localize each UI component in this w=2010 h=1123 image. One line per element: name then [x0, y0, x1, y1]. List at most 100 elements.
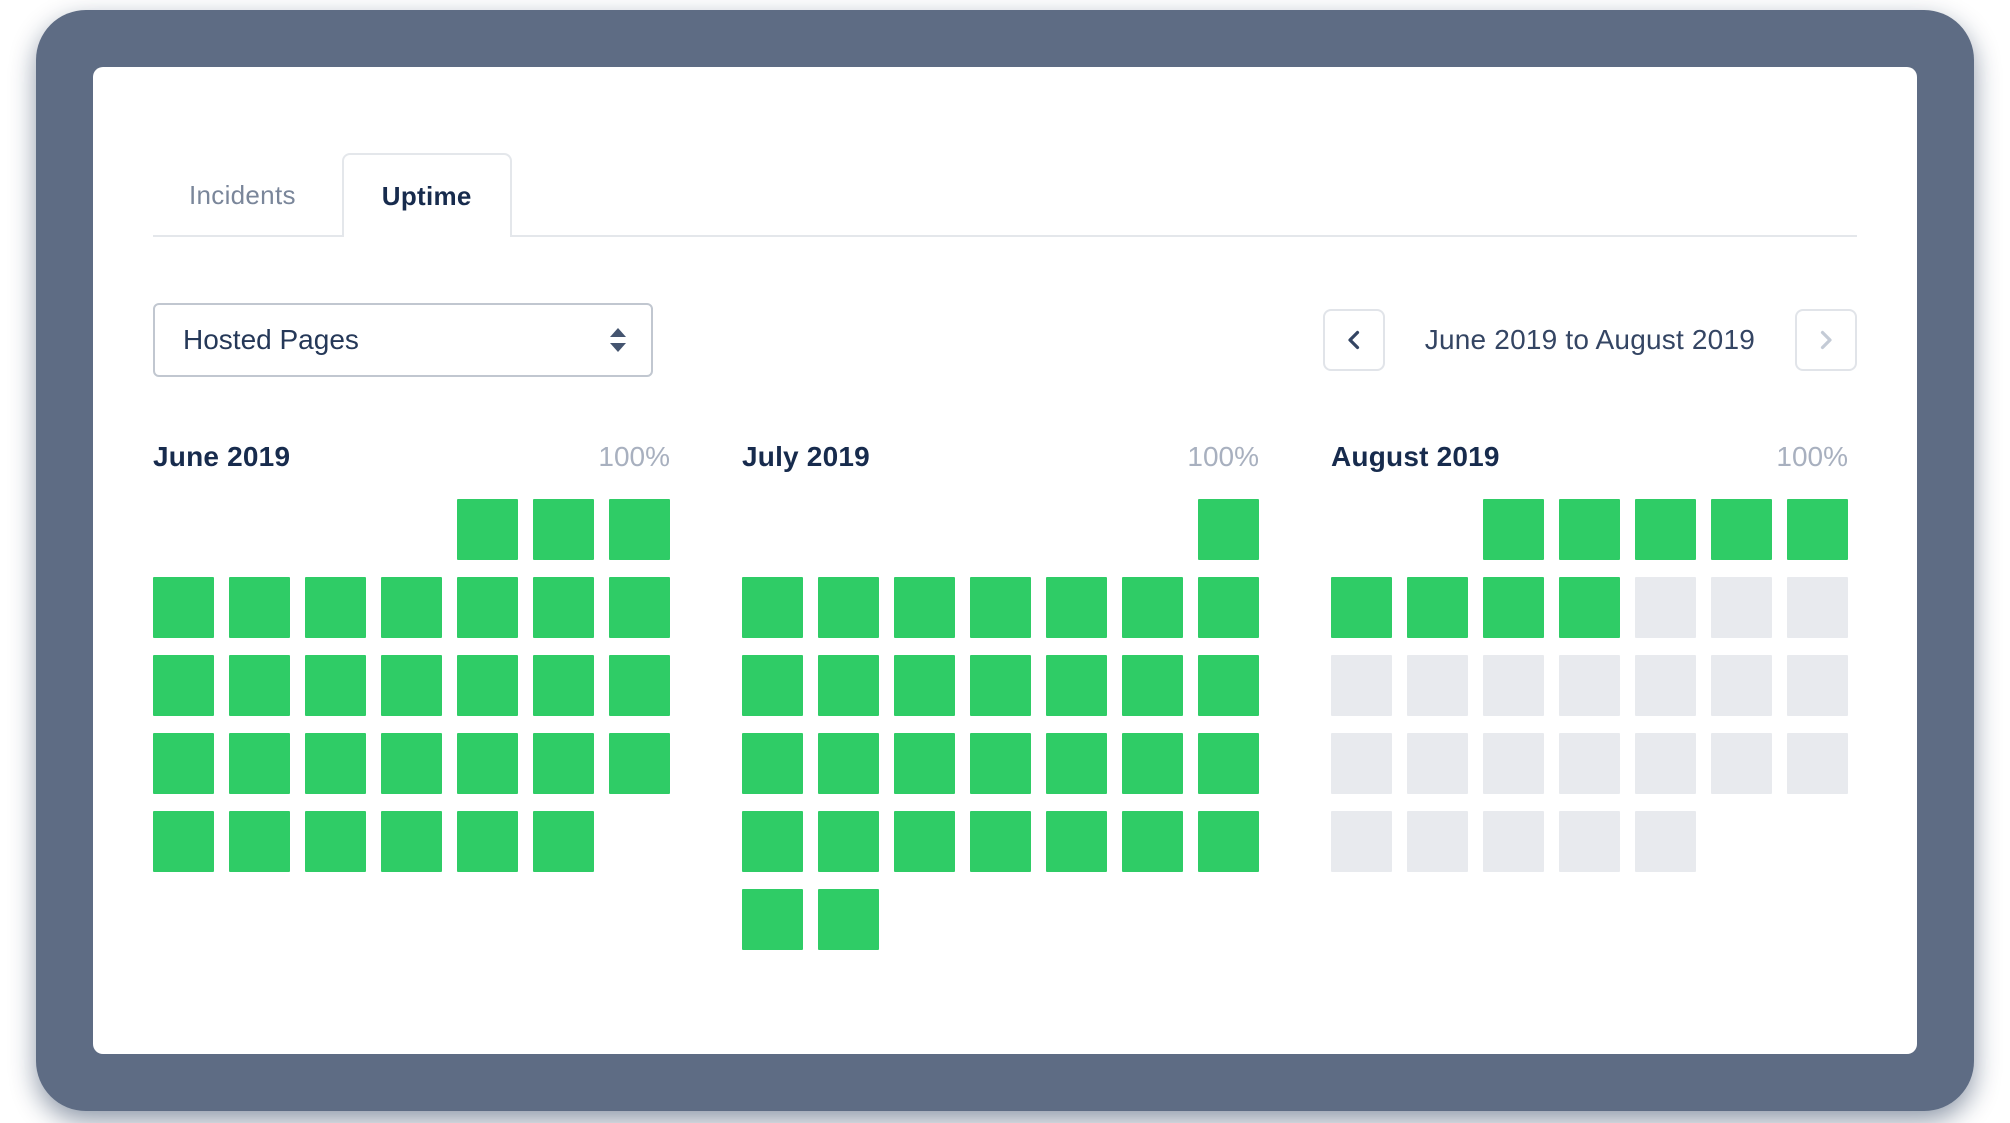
day-cell-operational[interactable]	[609, 733, 670, 794]
day-cell-operational[interactable]	[1046, 577, 1107, 638]
day-cell-operational[interactable]	[381, 577, 442, 638]
day-cell-operational[interactable]	[818, 577, 879, 638]
day-cell-operational[interactable]	[457, 577, 518, 638]
day-cell-nodata[interactable]	[1711, 577, 1772, 638]
day-cell-operational[interactable]	[1122, 733, 1183, 794]
day-cell-operational[interactable]	[229, 811, 290, 872]
day-cell-nodata[interactable]	[1483, 733, 1544, 794]
tab-uptime[interactable]: Uptime	[341, 153, 512, 237]
day-cell-operational[interactable]	[305, 655, 366, 716]
day-cell-operational[interactable]	[1046, 811, 1107, 872]
day-cell-operational[interactable]	[229, 577, 290, 638]
day-cell-nodata[interactable]	[1635, 733, 1696, 794]
day-cell-operational[interactable]	[1711, 499, 1772, 560]
day-cell-nodata[interactable]	[1483, 655, 1544, 716]
day-cell-nodata[interactable]	[1635, 577, 1696, 638]
component-select[interactable]: Hosted Pages	[153, 303, 653, 377]
day-cell-operational[interactable]	[742, 655, 803, 716]
day-cell-operational[interactable]	[1198, 577, 1259, 638]
tab-incidents[interactable]: Incidents	[189, 179, 296, 210]
day-cell-operational[interactable]	[742, 889, 803, 950]
day-cell-operational[interactable]	[742, 577, 803, 638]
day-cell-operational[interactable]	[533, 811, 594, 872]
day-cell-operational[interactable]	[153, 577, 214, 638]
day-cell-operational[interactable]	[1046, 655, 1107, 716]
day-cell-operational[interactable]	[1122, 577, 1183, 638]
day-cell-operational[interactable]	[970, 811, 1031, 872]
day-cell-operational[interactable]	[609, 577, 670, 638]
day-cell-operational[interactable]	[533, 577, 594, 638]
day-cell-operational[interactable]	[1198, 655, 1259, 716]
day-cell-operational[interactable]	[970, 733, 1031, 794]
day-cell-operational[interactable]	[1559, 577, 1620, 638]
month-title: June 2019	[153, 441, 291, 472]
day-cell-operational[interactable]	[1787, 499, 1848, 560]
day-cell-operational[interactable]	[153, 655, 214, 716]
day-cell-nodata[interactable]	[1559, 811, 1620, 872]
day-cell-operational[interactable]	[229, 733, 290, 794]
day-cell-operational[interactable]	[742, 811, 803, 872]
day-cell-operational[interactable]	[818, 655, 879, 716]
day-cell-operational[interactable]	[153, 811, 214, 872]
day-cell-blank	[305, 499, 366, 560]
day-cell-operational[interactable]	[818, 889, 879, 950]
day-cell-nodata[interactable]	[1787, 577, 1848, 638]
day-cell-operational[interactable]	[381, 811, 442, 872]
day-cell-operational[interactable]	[1635, 499, 1696, 560]
day-cell-nodata[interactable]	[1331, 811, 1392, 872]
day-cell-nodata[interactable]	[1331, 733, 1392, 794]
day-cell-nodata[interactable]	[1635, 811, 1696, 872]
day-cell-operational[interactable]	[457, 811, 518, 872]
day-cell-nodata[interactable]	[1559, 733, 1620, 794]
day-cell-operational[interactable]	[1483, 499, 1544, 560]
day-cell-operational[interactable]	[305, 733, 366, 794]
day-cell-nodata[interactable]	[1711, 655, 1772, 716]
day-cell-operational[interactable]	[970, 655, 1031, 716]
prev-range-button[interactable]	[1322, 309, 1385, 371]
next-range-button[interactable]	[1795, 309, 1857, 371]
day-cell-nodata[interactable]	[1407, 811, 1468, 872]
day-cell-nodata[interactable]	[1483, 811, 1544, 872]
day-cell-operational[interactable]	[457, 733, 518, 794]
day-cell-operational[interactable]	[1198, 733, 1259, 794]
day-cell-nodata[interactable]	[1787, 733, 1848, 794]
day-cell-operational[interactable]	[153, 733, 214, 794]
day-cell-operational[interactable]	[1198, 499, 1259, 560]
day-cell-operational[interactable]	[1559, 499, 1620, 560]
day-cell-operational[interactable]	[1122, 655, 1183, 716]
day-cell-operational[interactable]	[381, 733, 442, 794]
day-cell-nodata[interactable]	[1635, 655, 1696, 716]
day-cell-nodata[interactable]	[1407, 733, 1468, 794]
day-cell-operational[interactable]	[1046, 733, 1107, 794]
day-cell-operational[interactable]	[533, 499, 594, 560]
day-cell-operational[interactable]	[894, 655, 955, 716]
day-cell-operational[interactable]	[894, 577, 955, 638]
day-cell-operational[interactable]	[1483, 577, 1544, 638]
day-cell-operational[interactable]	[1122, 811, 1183, 872]
day-cell-operational[interactable]	[305, 577, 366, 638]
day-cell-operational[interactable]	[533, 655, 594, 716]
day-cell-operational[interactable]	[609, 655, 670, 716]
day-cell-nodata[interactable]	[1559, 655, 1620, 716]
day-cell-operational[interactable]	[970, 577, 1031, 638]
day-cell-nodata[interactable]	[1331, 655, 1392, 716]
day-cell-operational[interactable]	[609, 499, 670, 560]
day-cell-nodata[interactable]	[1787, 655, 1848, 716]
day-cell-nodata[interactable]	[1407, 655, 1468, 716]
day-cell-operational[interactable]	[894, 811, 955, 872]
day-cell-operational[interactable]	[1407, 577, 1468, 638]
day-cell-operational[interactable]	[533, 733, 594, 794]
day-cell-nodata[interactable]	[1711, 733, 1772, 794]
day-cell-operational[interactable]	[457, 499, 518, 560]
day-cell-operational[interactable]	[894, 733, 955, 794]
day-cell-operational[interactable]	[229, 655, 290, 716]
day-cell-operational[interactable]	[1198, 811, 1259, 872]
day-cell-operational[interactable]	[1331, 577, 1392, 638]
day-cell-operational[interactable]	[742, 733, 803, 794]
day-cell-operational[interactable]	[381, 655, 442, 716]
day-cell-operational[interactable]	[305, 811, 366, 872]
day-cell-operational[interactable]	[818, 811, 879, 872]
day-cell-operational[interactable]	[818, 733, 879, 794]
day-cell-operational[interactable]	[457, 655, 518, 716]
